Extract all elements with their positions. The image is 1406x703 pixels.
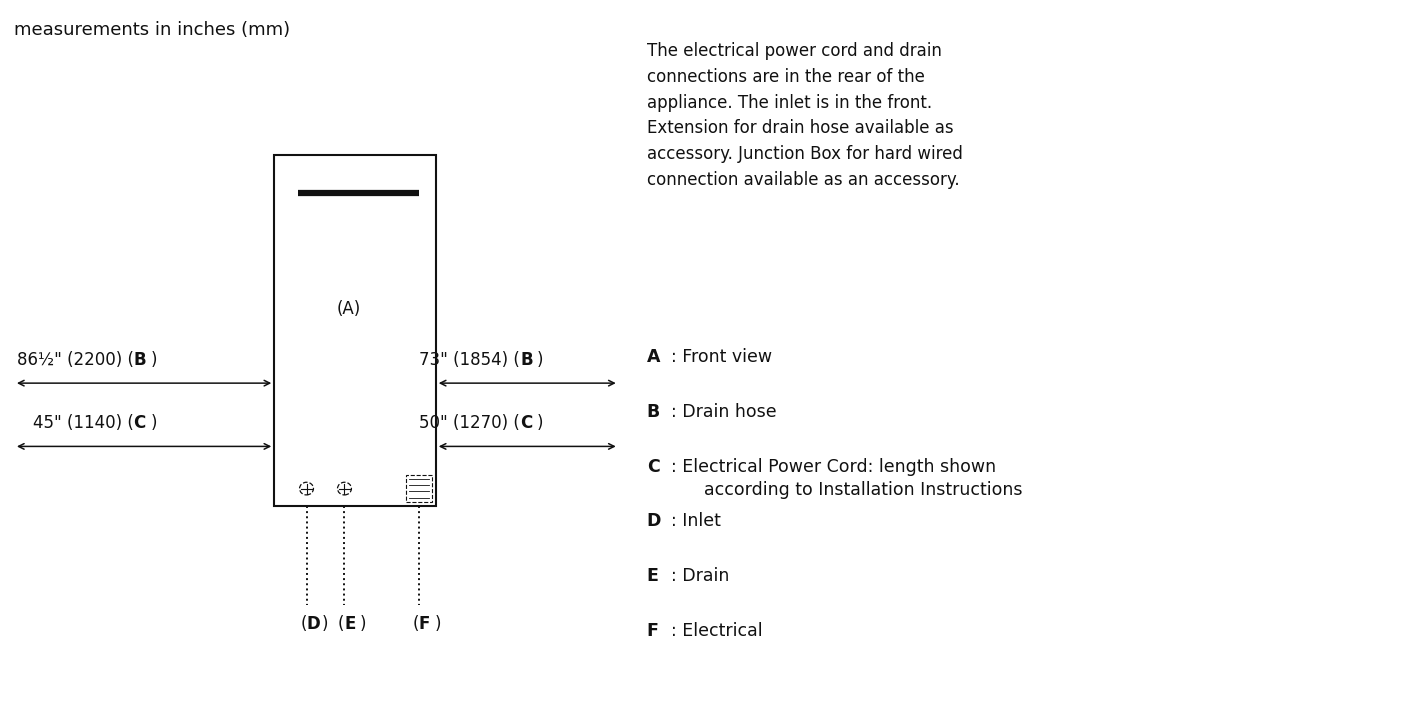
Text: F: F [419,615,430,633]
Text: E: E [344,615,356,633]
Text: 45" (1140) (: 45" (1140) ( [32,414,134,432]
Text: : Electrical: : Electrical [671,622,762,640]
Text: D: D [647,512,661,531]
Text: 86½" (2200) (: 86½" (2200) ( [17,351,134,369]
Text: B: B [647,403,659,421]
Bar [274,155,436,506]
Text: ): ) [360,615,367,633]
Text: : Front view: : Front view [671,348,772,366]
Text: ): ) [150,414,157,432]
Text: : Electrical Power Cord: length shown
      according to Installation Instructio: : Electrical Power Cord: length shown ac… [671,458,1022,499]
Text: ): ) [537,351,544,369]
Text: ): ) [150,351,157,369]
Text: ): ) [322,615,329,633]
Text: C: C [134,414,146,432]
Text: C: C [520,414,533,432]
Text: A: A [647,348,661,366]
Text: ): ) [434,615,441,633]
Text: B: B [520,351,533,369]
Text: (: ( [299,615,307,633]
Text: F: F [647,622,658,640]
Text: B: B [134,351,146,369]
Text: : Drain hose: : Drain hose [671,403,776,421]
Text: 73" (1854) (: 73" (1854) ( [419,351,520,369]
Text: ): ) [537,414,544,432]
Text: (: ( [412,615,419,633]
Text: measurements in inches (mm): measurements in inches (mm) [14,21,290,39]
Text: (A): (A) [336,300,361,318]
Text: E: E [647,567,658,586]
Text: 50" (1270) (: 50" (1270) ( [419,414,520,432]
Text: The electrical power cord and drain
connections are in the rear of the
appliance: The electrical power cord and drain conn… [647,42,963,188]
Bar [406,475,432,502]
Text: D: D [307,615,321,633]
Text: : Inlet: : Inlet [671,512,720,531]
Text: C: C [647,458,659,476]
Text: : Drain: : Drain [671,567,730,586]
Text: (: ( [337,615,344,633]
